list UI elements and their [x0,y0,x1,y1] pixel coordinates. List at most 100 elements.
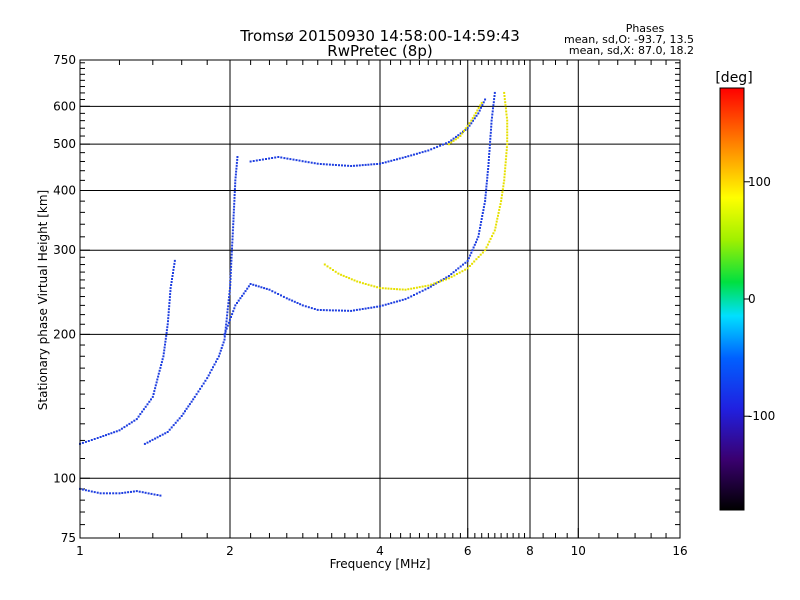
data-point [81,441,84,444]
data-point [99,492,102,495]
data-point [233,202,236,205]
data-point [376,305,379,308]
data-point [132,490,135,493]
data-point [452,271,455,274]
data-point [456,273,458,275]
data-point [156,378,159,381]
data-point [459,265,462,268]
data-point [498,208,501,211]
data-point [252,160,255,162]
data-point [258,159,261,161]
data-point [280,156,283,159]
data-point [470,119,473,122]
data-point [296,302,299,304]
data-point [469,254,472,257]
data-point [455,269,457,272]
data-point [229,281,232,283]
data-point [498,206,501,208]
data-point [105,434,107,437]
data-point [167,311,170,314]
chart-subtitle: RwPretec (8p) [327,42,432,60]
data-point [195,393,198,396]
data-point [265,287,268,290]
data-point [323,263,326,266]
data-point [234,179,237,182]
data-point [494,226,497,229]
data-point [154,387,157,390]
data-point [316,308,319,311]
data-point [232,217,235,220]
data-point [370,284,373,287]
data-point [118,492,121,495]
colorbar-label: [deg] [715,70,752,86]
data-point [215,360,217,363]
data-point [162,352,165,355]
data-point [109,492,111,495]
data-point [271,157,274,159]
data-point [486,243,489,246]
data-point [241,294,244,297]
data-point [492,107,494,110]
data-point [497,211,500,214]
data-point [506,137,509,140]
data-point [158,369,161,372]
data-point [452,139,455,142]
data-point [334,270,337,273]
data-point [293,300,296,303]
data-point [319,309,322,311]
data-point [387,160,390,163]
data-point [184,410,186,413]
x-tick-label: 10 [571,544,586,558]
data-point [505,152,508,155]
data-point [143,442,146,445]
data-point [492,104,495,107]
data-point [128,422,131,425]
data-point [135,490,138,493]
data-point [504,107,507,110]
data-point [93,438,96,440]
data-point [367,163,370,166]
data-point [230,259,233,262]
data-point [226,314,229,317]
data-point [485,188,488,191]
data-point [257,285,260,288]
data-point [450,273,453,276]
data-point [171,278,173,280]
data-point [497,214,499,217]
data-point [265,158,267,160]
data-point [331,309,334,312]
data-point [172,424,175,427]
data-point [473,260,476,263]
data-point [427,284,430,287]
data-point [439,280,442,283]
data-point [87,440,90,442]
data-point [223,333,226,336]
y-axis-ticks: 75 100 200 300 400 500 600 750 [53,53,90,545]
data-point [418,286,421,289]
data-point [353,279,356,282]
data-point [481,215,484,217]
data-point [230,265,233,268]
data-point [474,112,477,114]
data-point [447,275,450,277]
data-point [228,293,231,296]
data-point [493,91,496,94]
data-point [168,428,171,431]
data-point [503,170,506,173]
data-point [96,491,99,494]
data-point [274,156,277,159]
data-point [415,292,418,295]
data-point [135,418,138,421]
y-tick-label: 75 [61,531,76,545]
data-point [347,309,350,312]
data-point [161,358,164,361]
data-point [127,491,130,494]
data-point [170,281,173,283]
data-point [164,343,166,346]
data-point [490,119,493,122]
data-point [163,349,166,352]
data-point [249,283,252,285]
data-point [364,283,367,285]
data-point [338,164,340,167]
data-point [99,436,102,438]
